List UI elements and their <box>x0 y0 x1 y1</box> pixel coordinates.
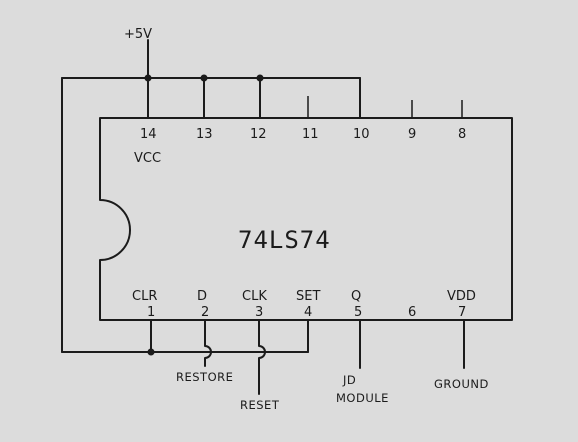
pin-number-13: 13 <box>196 127 213 142</box>
pin-number-5: 5 <box>354 305 362 320</box>
pin-number-1: 1 <box>147 305 155 320</box>
junction-dot <box>147 348 155 356</box>
pin-number-2: 2 <box>201 305 209 320</box>
pin-number-10: 10 <box>353 127 370 142</box>
pin-label-vdd: VDD <box>447 289 476 304</box>
pin3-reset-wire <box>258 319 266 395</box>
net-label-jd: JD <box>342 373 356 387</box>
pin-number-8: 8 <box>458 127 466 142</box>
pin-number-12: 12 <box>250 127 267 142</box>
pin-number-14: 14 <box>140 127 157 142</box>
chip-part-number: 74LS74 <box>238 226 331 254</box>
pin-number-4: 4 <box>304 305 312 320</box>
pin-number-7: 7 <box>458 305 466 320</box>
pin-label-clr: CLR <box>132 289 157 304</box>
pin-label-set: SET <box>296 289 320 304</box>
pin-label-q: Q <box>351 289 361 304</box>
pin-number-6: 6 <box>408 305 416 320</box>
pin-number-11: 11 <box>302 127 319 142</box>
net-label-reset: RESET <box>240 398 280 412</box>
junction-dot <box>256 74 264 82</box>
junction-dot <box>144 74 152 82</box>
pin-label-d: D <box>197 289 207 304</box>
pin2-restore-wire <box>204 319 212 367</box>
net-label-ground: GROUND <box>434 377 489 391</box>
net-label-module: MODULE <box>336 391 389 405</box>
junction-dot <box>200 74 208 82</box>
net-label-restore: RESTORE <box>176 370 233 384</box>
pin-label-vcc: VCC <box>134 151 161 166</box>
supply-label: +5V <box>124 27 152 42</box>
chip-body <box>99 117 513 321</box>
pin-label-clk: CLK <box>242 289 267 304</box>
pin-number-3: 3 <box>255 305 263 320</box>
pin-number-9: 9 <box>408 127 416 142</box>
